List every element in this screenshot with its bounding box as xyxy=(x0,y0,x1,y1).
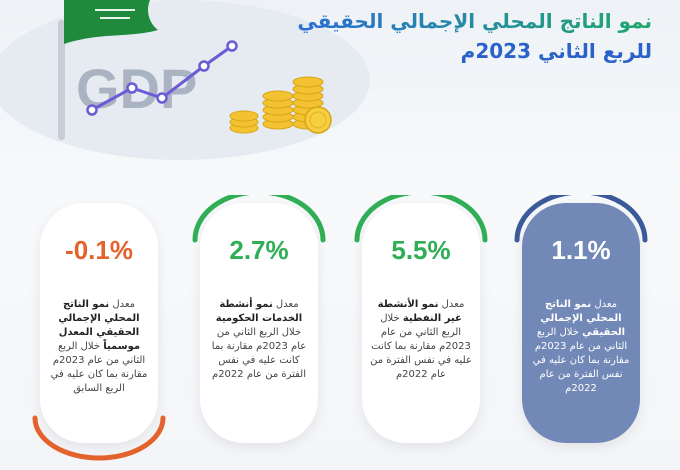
stat-card-seasonal: -0.1% معدل نمو الناتج المحلي الإجمالي ال… xyxy=(40,203,158,443)
title-block: نمو الناتج المحلي الإجمالي الحقيقي للربع… xyxy=(297,6,652,66)
flag-emblem xyxy=(95,9,135,19)
card-accent-arc-blue xyxy=(514,195,648,243)
stat-value: 5.5% xyxy=(391,235,451,265)
desc-prefix: معدل xyxy=(594,299,618,310)
stat-card-gdp: 1.1% معدل نمو الناتج المحلي الإجمالي الح… xyxy=(522,203,640,443)
desc-rest: خلال الربع الثاني من عام 2023م مقارنة بم… xyxy=(532,327,630,394)
coins-icon xyxy=(229,76,332,134)
flag-pole xyxy=(58,20,65,140)
desc-prefix: معدل xyxy=(112,299,136,310)
stat-description: معدل نمو الناتج المحلي الإجمالي الحقيقي … xyxy=(530,298,632,396)
stat-description: معدل نمو الناتج المحلي الإجمالي الحقيقي … xyxy=(48,298,150,396)
trend-points xyxy=(86,40,238,116)
stats-cards: 1.1% معدل نمو الناتج المحلي الإجمالي الح… xyxy=(0,195,680,470)
card-accent-arc-green xyxy=(354,195,488,243)
hero-banner: GDP xyxy=(0,0,680,160)
card-accent-arc-green xyxy=(192,195,326,243)
page-title: نمو الناتج المحلي الإجمالي الحقيقي xyxy=(297,6,652,36)
desc-bold: نمو أنشطة الخدمات الحكومية xyxy=(215,299,303,324)
desc-bold: نمو الناتج المحلي الإجمالي الحقيقي المعد… xyxy=(58,299,141,352)
desc-prefix: معدل xyxy=(275,299,299,310)
stat-value: -0.1% xyxy=(65,235,133,265)
stat-card-non-oil: 5.5% معدل نمو الأنشطة غير النفطية خلال ا… xyxy=(362,203,480,443)
desc-bold: نمو الناتج المحلي الإجمالي الحقيقي xyxy=(540,299,626,338)
desc-rest: خلال الربع الثاني من عام 2023م مقارنة بم… xyxy=(370,313,472,380)
desc-rest: خلال الربع الثاني من عام 2023م مقارنة بم… xyxy=(50,341,148,394)
hero-illustration: GDP xyxy=(0,0,370,160)
desc-prefix: معدل xyxy=(441,299,465,310)
page-subtitle: للربع الثاني 2023م xyxy=(460,39,652,63)
stat-value: 1.1% xyxy=(551,235,611,265)
card-accent-arc-orange xyxy=(32,415,166,461)
stat-card-government: 2.7% معدل نمو أنشطة الخدمات الحكومية خلا… xyxy=(200,203,318,443)
desc-rest: خلال الربع الثاني من عام 2023م مقارنة بم… xyxy=(211,327,307,380)
stat-description: معدل نمو أنشطة الخدمات الحكومية خلال الر… xyxy=(208,298,310,382)
stat-value: 2.7% xyxy=(229,235,289,265)
stat-description: معدل نمو الأنشطة غير النفطية خلال الربع … xyxy=(370,298,472,382)
desc-bold: نمو الأنشطة غير النفطية xyxy=(377,299,462,324)
